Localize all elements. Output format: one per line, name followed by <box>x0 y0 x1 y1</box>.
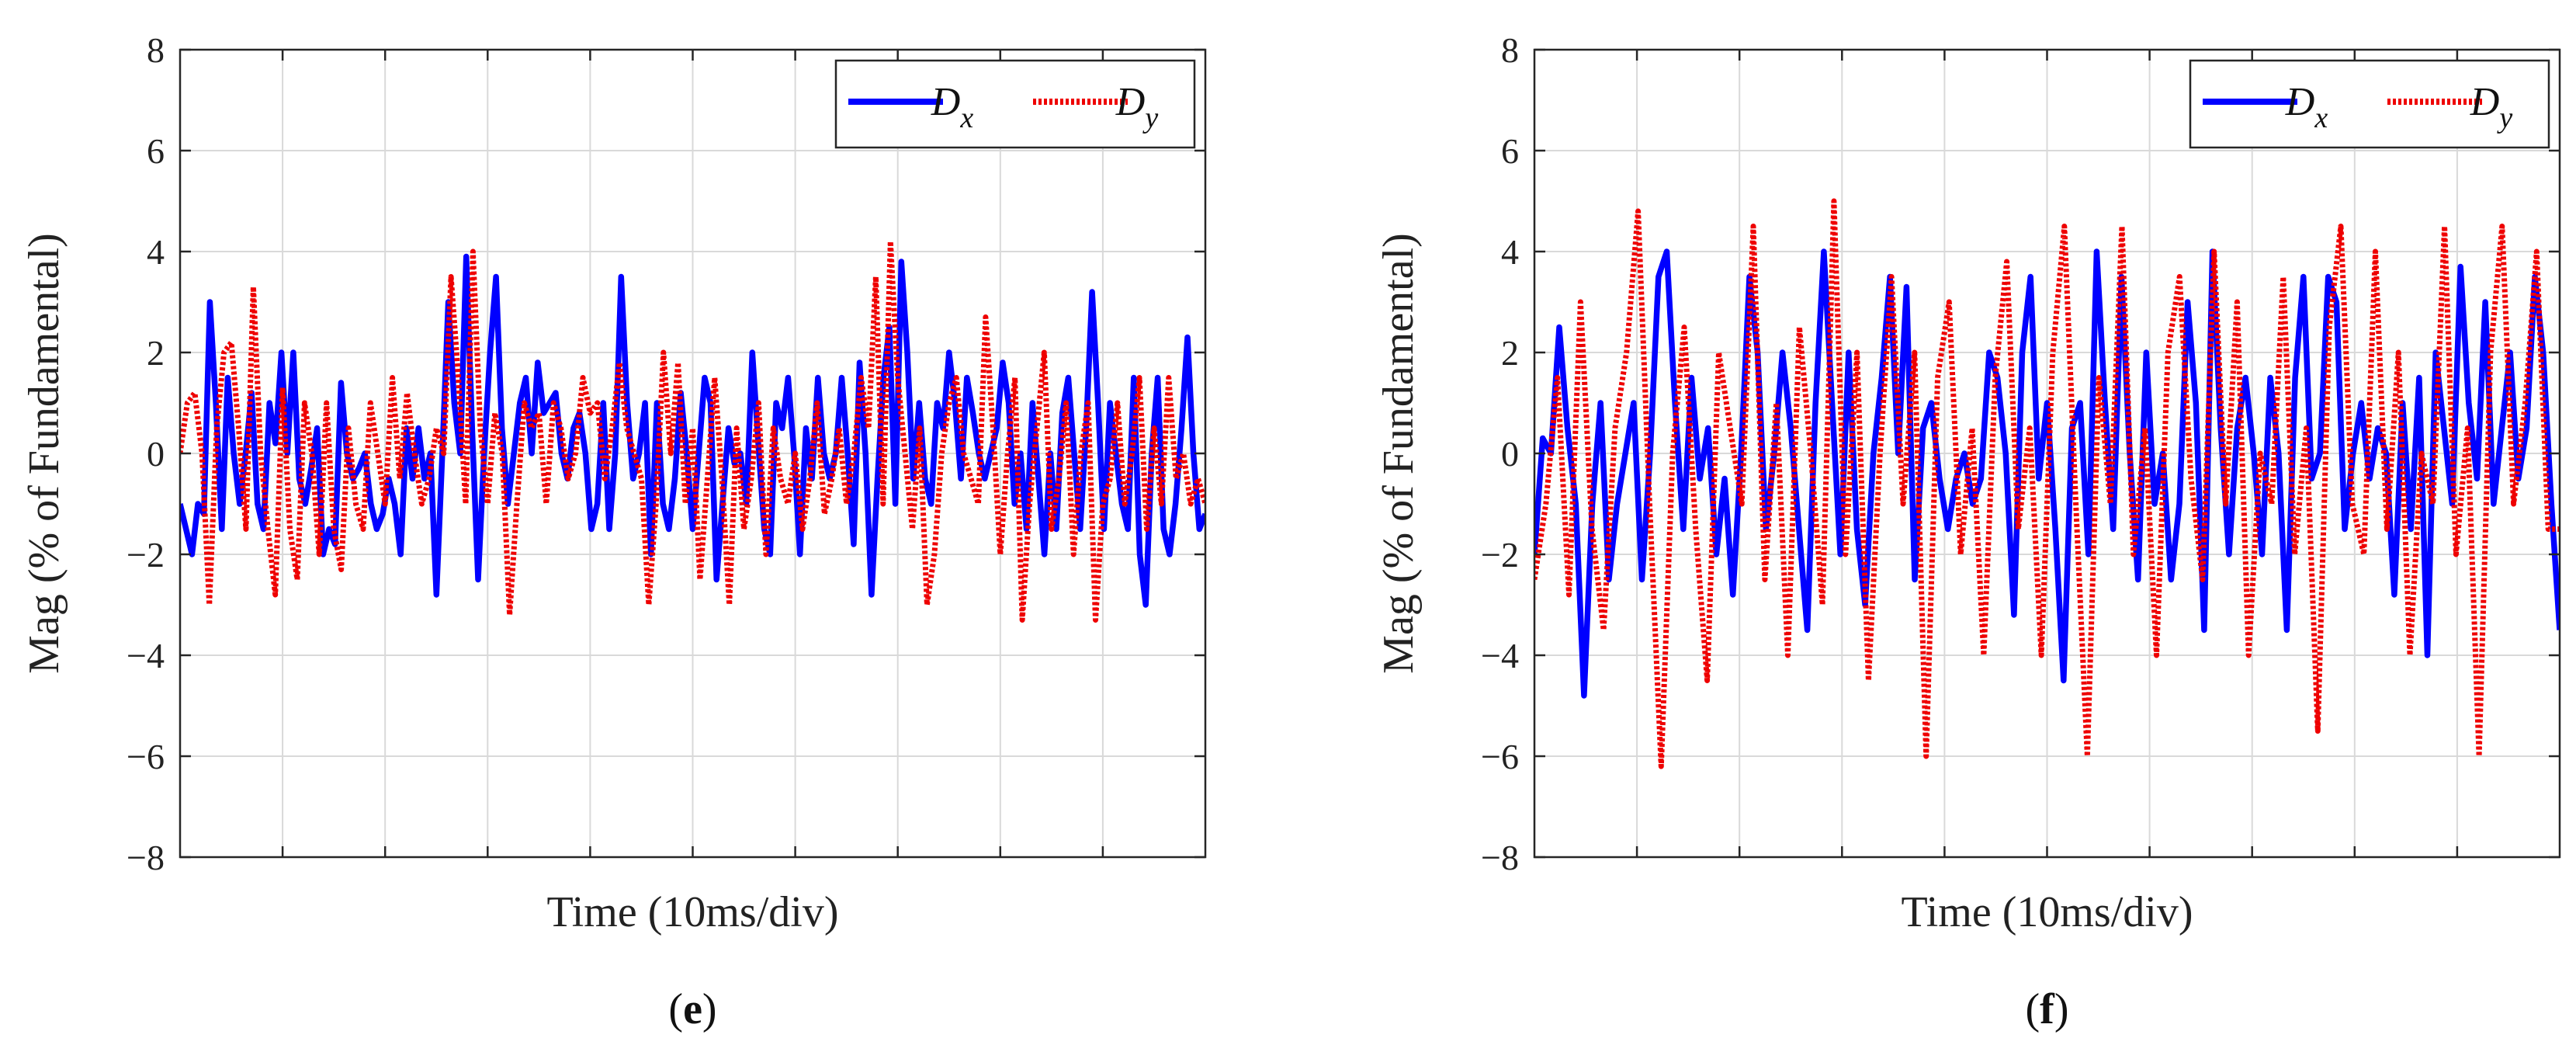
y-tick-label: −6 <box>127 737 165 776</box>
panel-label-close: ) <box>2054 985 2069 1033</box>
legend-label-d-y: Dy <box>1115 80 1159 134</box>
y-tick-label: −8 <box>1481 838 1519 877</box>
y-tick-label: 2 <box>1501 333 1519 373</box>
legend-label-name: D <box>2285 80 2315 124</box>
y-axis-title: Mag (% of Fundamental) <box>20 233 68 674</box>
y-tick-label: −6 <box>1481 737 1519 776</box>
legend-label-subscript: y <box>1142 102 1158 134</box>
legend-label-d-x: Dx <box>931 80 974 134</box>
legend-label-d-x: Dx <box>2285 80 2328 134</box>
legend-label-subscript: x <box>2314 102 2328 134</box>
y-tick-label: 0 <box>147 434 165 474</box>
panel-label-open: ( <box>2026 985 2040 1033</box>
panel-label-letter: e <box>683 985 702 1033</box>
legend-label-name: D <box>2470 80 2500 124</box>
y-tick-label: 4 <box>147 232 165 272</box>
legend-label-name: D <box>1115 80 1146 124</box>
x-axis-title: Time (10ms/div) <box>547 888 839 936</box>
legend-label-d-y: Dy <box>2470 80 2513 134</box>
legend-label-name: D <box>931 80 961 124</box>
chart-panel-e: 8 6 4 2 0 −2 −4 −6 −8 Time (10ms/div) Mag (% of Fu… <box>20 30 1207 1033</box>
y-tick-label: 2 <box>147 333 165 373</box>
y-tick-label: 6 <box>147 131 165 171</box>
y-axis-title: Mag (% of Fundamental) <box>1375 233 1423 674</box>
panel-label-open: ( <box>668 985 683 1033</box>
y-tick-label: 8 <box>147 30 165 70</box>
y-tick-label: −2 <box>127 535 165 575</box>
panel-label: (f) <box>2026 985 2069 1033</box>
x-axis-title: Time (10ms/div) <box>1902 888 2193 936</box>
y-tick-label: −4 <box>127 636 165 675</box>
y-tick-label: −2 <box>1481 535 1519 575</box>
y-tick-label: −8 <box>127 838 165 877</box>
legend: Dx Dy <box>834 59 1196 149</box>
legend-label-subscript: x <box>959 102 973 134</box>
panel-label: (e) <box>668 985 716 1033</box>
y-tick-label: 4 <box>1501 232 1519 272</box>
y-tick-label: 0 <box>1501 434 1519 474</box>
y-tick-label: 8 <box>1501 30 1519 70</box>
series-line-d-x <box>1534 248 2560 699</box>
y-tick-label: −4 <box>1481 636 1519 675</box>
legend-label-subscript: y <box>2496 102 2512 134</box>
panel-label-letter: f <box>2040 985 2055 1033</box>
legend: Dx Dy <box>2189 59 2550 149</box>
y-tick-label: 6 <box>1501 131 1519 171</box>
panel-label-close: ) <box>702 985 717 1033</box>
chart-panel-f: 8 6 4 2 0 −2 −4 −6 −8 Time (10ms/div) Mag (% of Fu… <box>1375 30 2561 1033</box>
